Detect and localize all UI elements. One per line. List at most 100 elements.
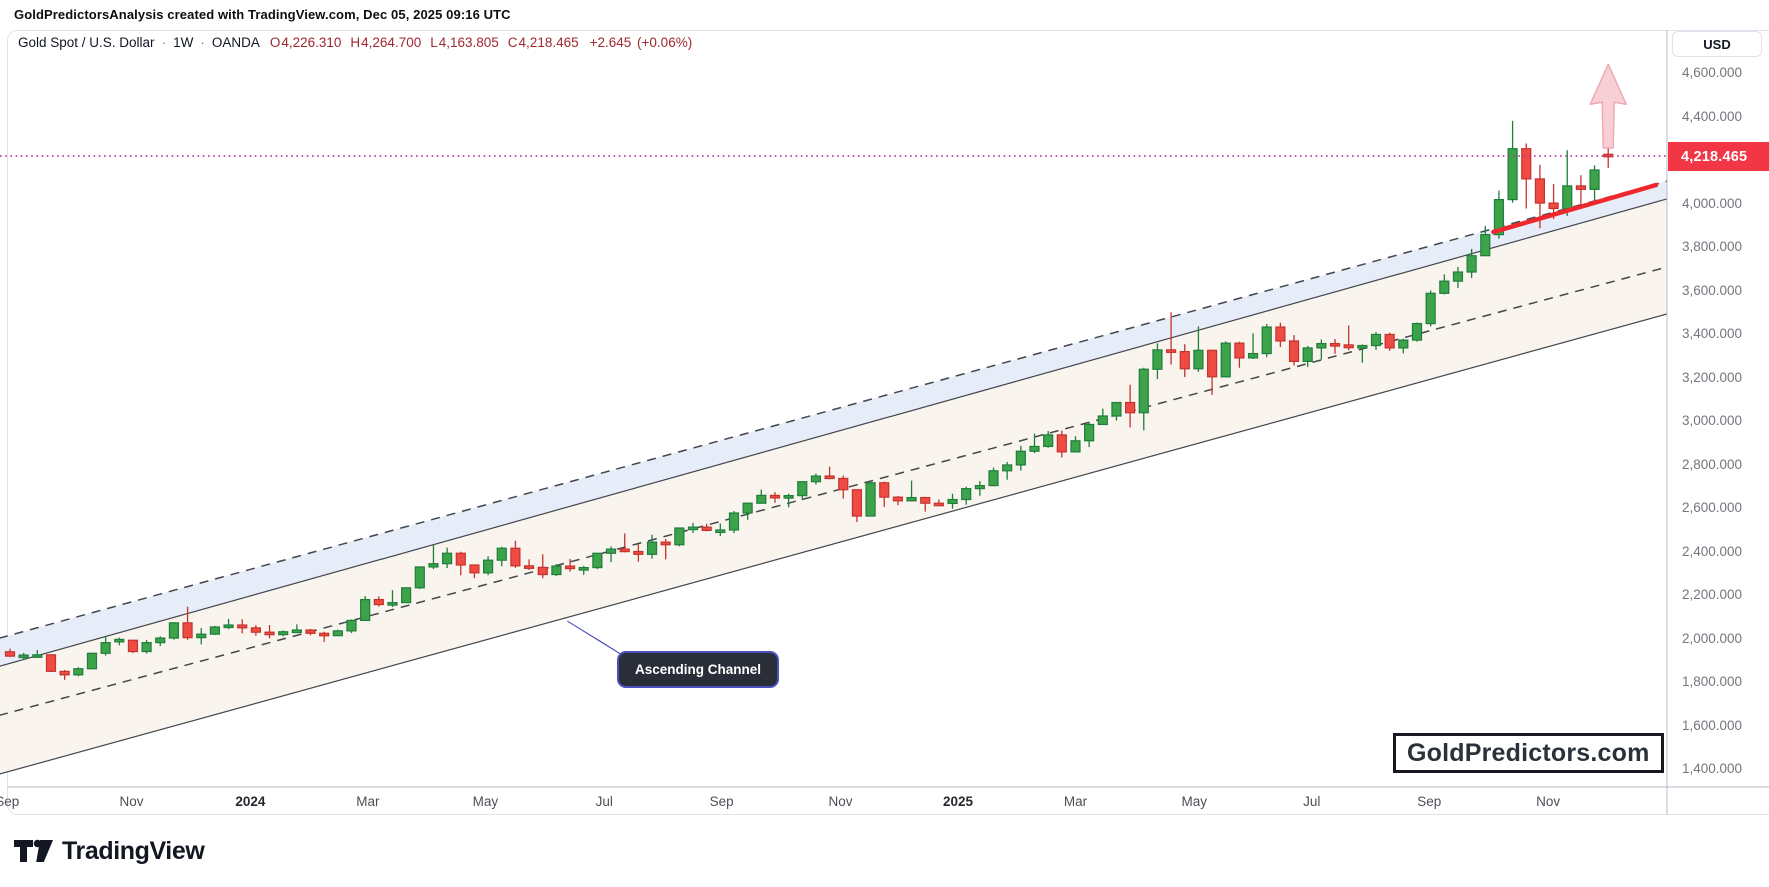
currency-toggle-button[interactable]: USD [1672, 31, 1762, 57]
candle [715, 523, 726, 537]
candle [865, 481, 876, 517]
candle [1206, 349, 1218, 395]
high-label: H [350, 35, 361, 50]
candle [592, 552, 603, 570]
candle [86, 652, 98, 670]
change-percent: (+0.06%) [637, 35, 693, 50]
candle [250, 625, 261, 636]
candle [728, 511, 740, 534]
time-tick-label: Nov [1536, 794, 1561, 809]
candle [1562, 150, 1573, 216]
candle [237, 619, 248, 634]
candle [906, 480, 917, 502]
candle [1521, 143, 1532, 209]
price-tick-label: 1,600.000 [1682, 717, 1743, 733]
candle [1261, 323, 1272, 358]
candle [1084, 422, 1095, 448]
candle [469, 564, 480, 579]
candle [100, 636, 111, 656]
channel-line-upper_dashed[interactable] [0, 180, 1667, 639]
candle [1425, 290, 1436, 327]
channel-line-lower_solid[interactable] [0, 313, 1667, 775]
red-trendline[interactable] [1491, 182, 1659, 235]
candle [182, 606, 193, 640]
candle [674, 527, 685, 547]
candle [851, 489, 863, 522]
plot-area [0, 63, 1667, 775]
interval-label[interactable]: 1W [173, 35, 194, 50]
candle [1165, 312, 1177, 365]
candle [988, 467, 999, 487]
candle [18, 652, 29, 661]
candle [605, 546, 617, 563]
candles [4, 120, 1614, 680]
price-tick-label: 3,400.000 [1682, 326, 1743, 341]
candle [1029, 433, 1040, 454]
candle [1070, 436, 1081, 453]
separator-dot: · [200, 35, 205, 50]
change-value: +2.645 [589, 35, 632, 50]
candle [947, 493, 958, 509]
candle [1316, 339, 1327, 360]
candle [73, 667, 84, 677]
price-tick-label: 4,400.000 [1682, 108, 1743, 124]
candle [414, 566, 425, 589]
symbol-title[interactable]: Gold Spot / U.S. Dollar [18, 35, 155, 50]
candle [1575, 175, 1587, 204]
low-label: L [430, 35, 438, 50]
candle [1125, 384, 1136, 428]
time-tick-label: Sep [1417, 794, 1442, 809]
candle [1466, 248, 1477, 279]
high-value: 4,264.700 [361, 35, 422, 50]
candle [1411, 322, 1423, 342]
up-arrow-annotation[interactable] [1589, 63, 1627, 149]
candle [1275, 322, 1286, 348]
time-tick-label: May [472, 794, 499, 809]
candle [1384, 332, 1395, 351]
exchange-label: OANDA [211, 35, 260, 50]
candle [1603, 145, 1614, 168]
candle [209, 625, 220, 636]
ascending-channel-callout[interactable]: Ascending Channel [617, 651, 780, 688]
candle [1343, 325, 1354, 351]
candle [1247, 333, 1259, 360]
open-value: 4,226.310 [281, 35, 342, 50]
time-tick-label: Mar [356, 794, 380, 809]
candle [455, 551, 466, 576]
price-tick-label: 2,800.000 [1682, 456, 1743, 472]
low-value: 4,163.805 [438, 35, 499, 50]
candle [168, 622, 180, 640]
tradingview-logo-icon [14, 839, 53, 862]
candle [346, 619, 357, 634]
time-tick-label: May [1181, 794, 1208, 809]
tradingview-branding[interactable]: TradingView [13, 837, 205, 865]
candle [756, 489, 767, 504]
candle [32, 650, 43, 658]
candle [373, 596, 384, 607]
channel-body-fill [0, 198, 1667, 774]
candle [196, 628, 207, 645]
open-label: O [269, 35, 281, 50]
time-tick-label: 2024 [235, 794, 266, 809]
symbol-header[interactable]: Gold Spot / U.S. Dollar · 1W · OANDA O4,226.3… [18, 35, 692, 50]
candle [961, 486, 972, 505]
candle [1043, 431, 1054, 448]
candle [619, 533, 630, 553]
time-tick-label: Nov [119, 794, 144, 809]
candle [551, 564, 562, 577]
candle [1234, 341, 1245, 368]
close-label: C [507, 35, 518, 50]
separator-dot: · [161, 35, 167, 50]
candle [1589, 165, 1600, 202]
candle [1138, 367, 1149, 431]
candle [401, 587, 412, 604]
candle [1056, 430, 1067, 458]
candle [59, 670, 70, 680]
candle [892, 496, 904, 506]
candle [537, 554, 548, 579]
candle [1329, 339, 1341, 354]
candle [1220, 341, 1231, 378]
channel-line-upper_solid[interactable] [0, 198, 1667, 667]
